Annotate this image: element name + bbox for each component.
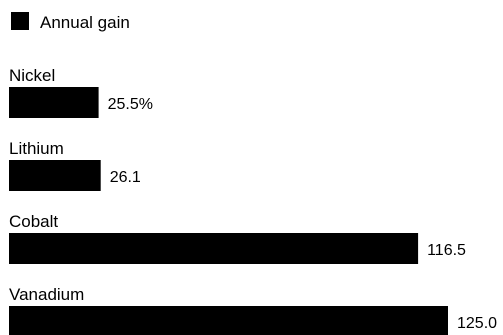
- bar-cobalt: [9, 233, 419, 264]
- legend-label: Annual gain: [40, 13, 130, 32]
- category-label-vanadium: Vanadium: [9, 285, 84, 304]
- value-label-nickel: 25.5%: [108, 96, 153, 113]
- value-label-cobalt: 116.5: [427, 242, 466, 259]
- bar-vanadium: [9, 306, 448, 335]
- category-label-cobalt: Cobalt: [9, 212, 58, 231]
- value-label-lithium: 26.1: [110, 169, 141, 186]
- legend: Annual gain: [11, 12, 130, 32]
- bars-group: Nickel 25.5% Lithium 26.1 Cobalt 116.5 Vanadiu…: [9, 66, 497, 335]
- bar-lithium: [9, 160, 101, 191]
- bar-nickel: [9, 87, 99, 118]
- category-label-lithium: Lithium: [9, 139, 64, 158]
- value-label-vanadium: 125.0: [457, 315, 497, 332]
- legend-swatch: [11, 12, 29, 30]
- category-label-nickel: Nickel: [9, 66, 55, 85]
